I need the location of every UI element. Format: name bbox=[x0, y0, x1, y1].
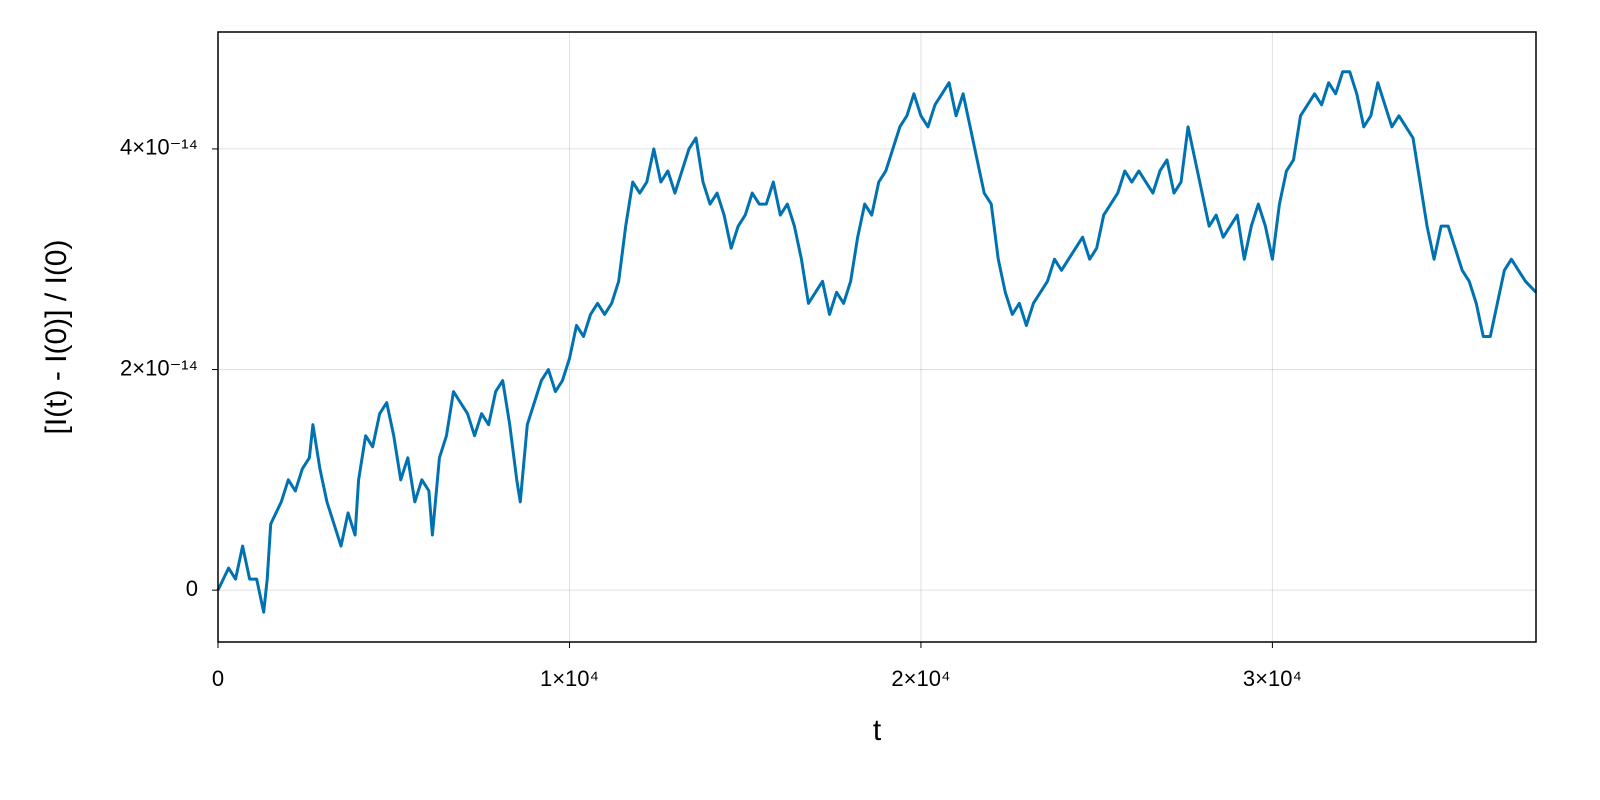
x-tick-label: 2×10⁴ bbox=[891, 666, 950, 691]
x-tick-label: 1×10⁴ bbox=[540, 666, 599, 691]
x-tick-label: 0 bbox=[212, 666, 224, 691]
y-axis-label: [I(t) - I(0)] / I(0) bbox=[40, 240, 73, 435]
y-tick-label: 2×10⁻¹⁴ bbox=[120, 355, 198, 380]
y-tick-label: 4×10⁻¹⁴ bbox=[120, 135, 198, 160]
x-axis-label: t bbox=[873, 714, 882, 747]
y-tick-label: 0 bbox=[186, 576, 198, 601]
plot-frame bbox=[217, 31, 1537, 643]
data-line bbox=[216, 70, 1538, 614]
x-tick-label: 3×10⁴ bbox=[1243, 666, 1302, 691]
